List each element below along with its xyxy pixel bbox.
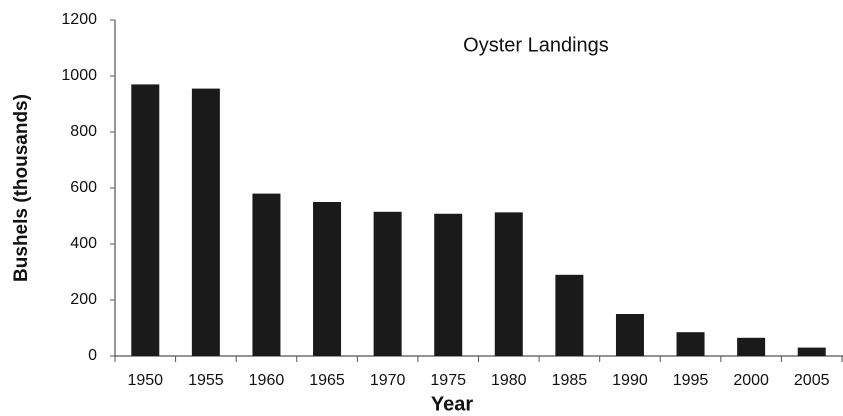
bar [737,337,766,356]
y-tick-label: 800 [70,123,97,140]
y-tick-label: 600 [70,179,97,196]
x-tick-label: 1975 [430,372,466,389]
x-tick-label: 1990 [612,372,648,389]
y-tick-label: 1200 [61,11,97,28]
bar [313,202,342,356]
bar [615,314,644,356]
bar [252,193,281,356]
x-tick-label: 1955 [188,372,224,389]
x-tick-label: 1995 [673,372,709,389]
bar [373,211,402,356]
y-axis-label: Bushels (thousands) [11,94,32,282]
bar [494,212,523,356]
bar [797,347,826,356]
x-tick-label: 1960 [249,372,285,389]
x-tick-label: 1965 [309,372,345,389]
x-tick-label: 1970 [370,372,406,389]
x-tick-label: 1985 [552,372,588,389]
bar [555,274,584,356]
bar [131,84,160,357]
x-tick-label: 2005 [794,372,830,389]
chart-title: Oyster Landings [463,34,609,56]
y-tick-label: 0 [88,347,97,364]
x-tick-label: 1950 [127,372,163,389]
bar [191,88,220,356]
y-tick-label: 200 [70,291,97,308]
bar [434,213,463,356]
x-axis-label: Year [431,393,473,415]
y-tick-label: 400 [70,235,97,252]
bar [676,332,705,356]
x-tick-label: 1980 [491,372,527,389]
x-tick-label: 2000 [733,372,769,389]
y-tick-label: 1000 [61,67,97,84]
